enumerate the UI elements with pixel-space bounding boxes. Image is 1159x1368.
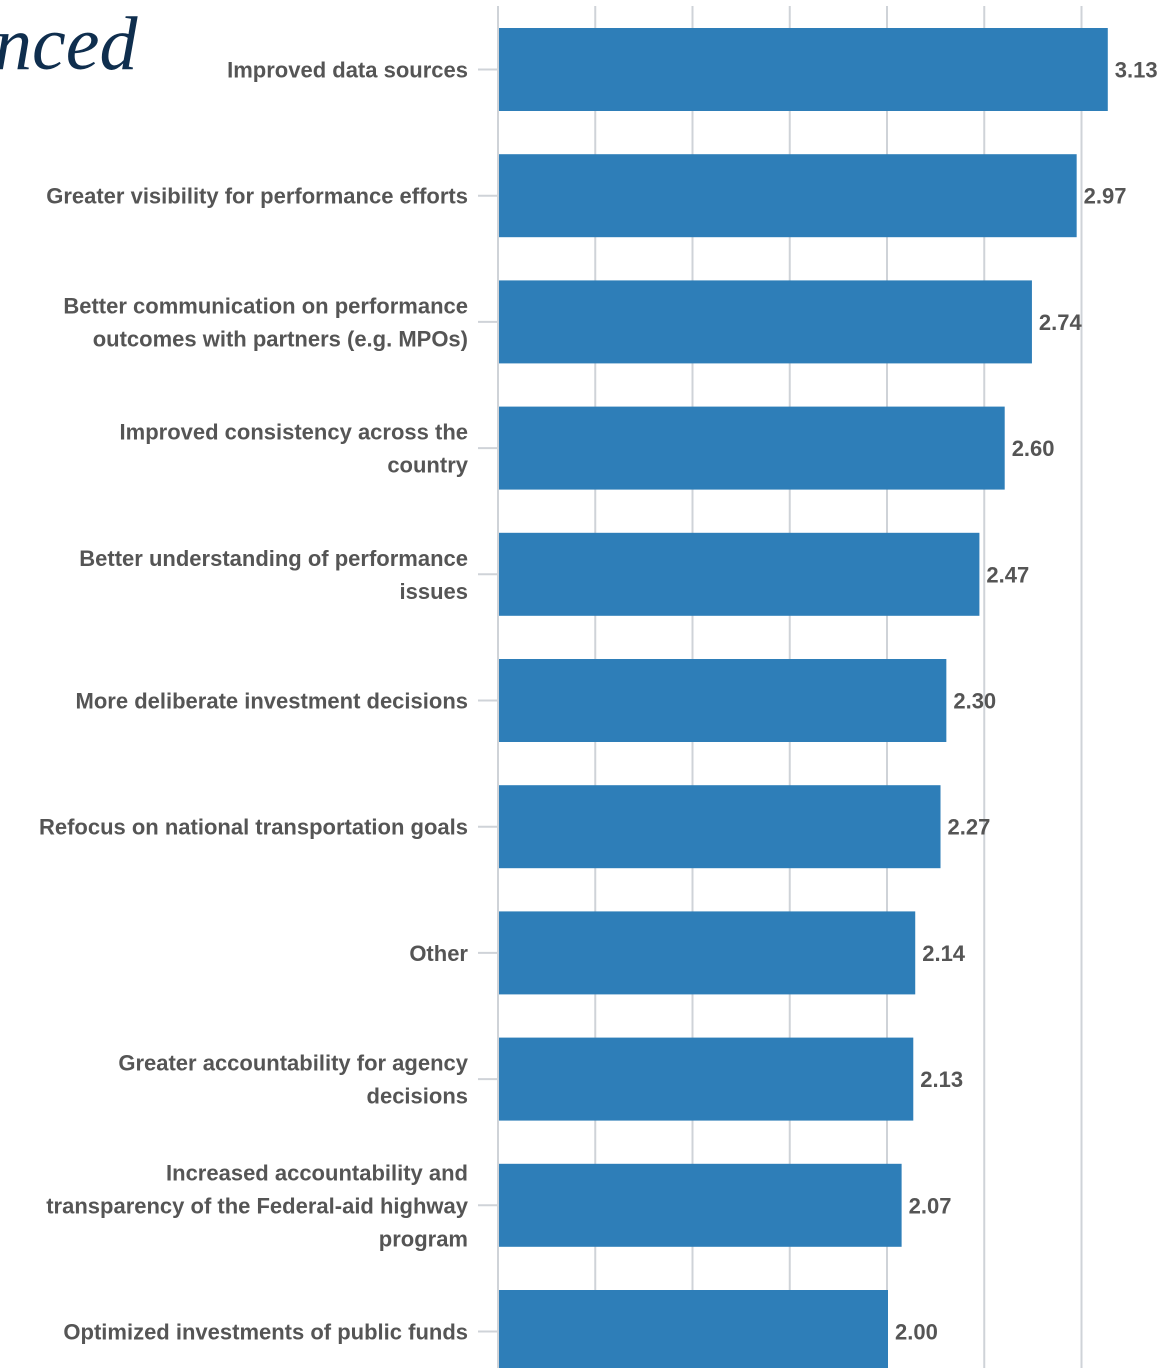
bar: [499, 28, 1108, 111]
category-labels: Improved data sources Greater visibility …: [39, 58, 469, 1345]
value-label: 2.13: [920, 1067, 963, 1092]
category-label: Greater visibility for performance effor…: [46, 184, 468, 209]
category-label: Better understanding of performance issue…: [79, 546, 468, 604]
category-label: More deliberate investment decisions: [76, 689, 468, 714]
category-label: Refocus on national transportation goals: [39, 815, 468, 840]
value-label: 2.74: [1039, 310, 1083, 335]
category-ticks: [478, 68, 498, 1333]
bar: [499, 1037, 914, 1121]
bars: [499, 28, 1108, 1368]
value-label: 2.97: [1084, 184, 1127, 209]
category-label: Improved consistency across the country: [120, 420, 469, 478]
bar: [499, 532, 980, 616]
category-label: Increased accountability and transparency…: [46, 1160, 469, 1251]
bar: [499, 1163, 902, 1247]
value-label: 2.00: [895, 1320, 938, 1345]
category-label: Greater accountability for agency decisio…: [118, 1051, 468, 1109]
bar: [499, 406, 1005, 490]
category-label: Optimized investments of public funds: [63, 1320, 468, 1345]
bar: [499, 911, 916, 995]
category-label: Other: [409, 941, 468, 966]
value-label: 2.14: [922, 941, 966, 966]
bar: [499, 785, 941, 869]
page-title: nced: [0, 2, 138, 86]
bar: [499, 154, 1077, 238]
value-label: 3.13: [1115, 58, 1158, 83]
bar: [499, 1290, 888, 1368]
value-label: 2.07: [909, 1193, 952, 1218]
value-label: 2.60: [1012, 436, 1055, 461]
value-label: 2.27: [948, 815, 991, 840]
bar: [499, 659, 947, 742]
category-label: Better communication on performance outco…: [63, 293, 468, 351]
value-label: 2.47: [986, 562, 1029, 587]
value-label: 2.30: [953, 689, 996, 714]
value-labels: 3.13 2.97 2.74 2.60 2.47 2.30 2.27 2.14 2.13 2.07…: [895, 58, 1158, 1345]
bar: [499, 280, 1032, 364]
category-label: Improved data sources: [227, 58, 468, 83]
